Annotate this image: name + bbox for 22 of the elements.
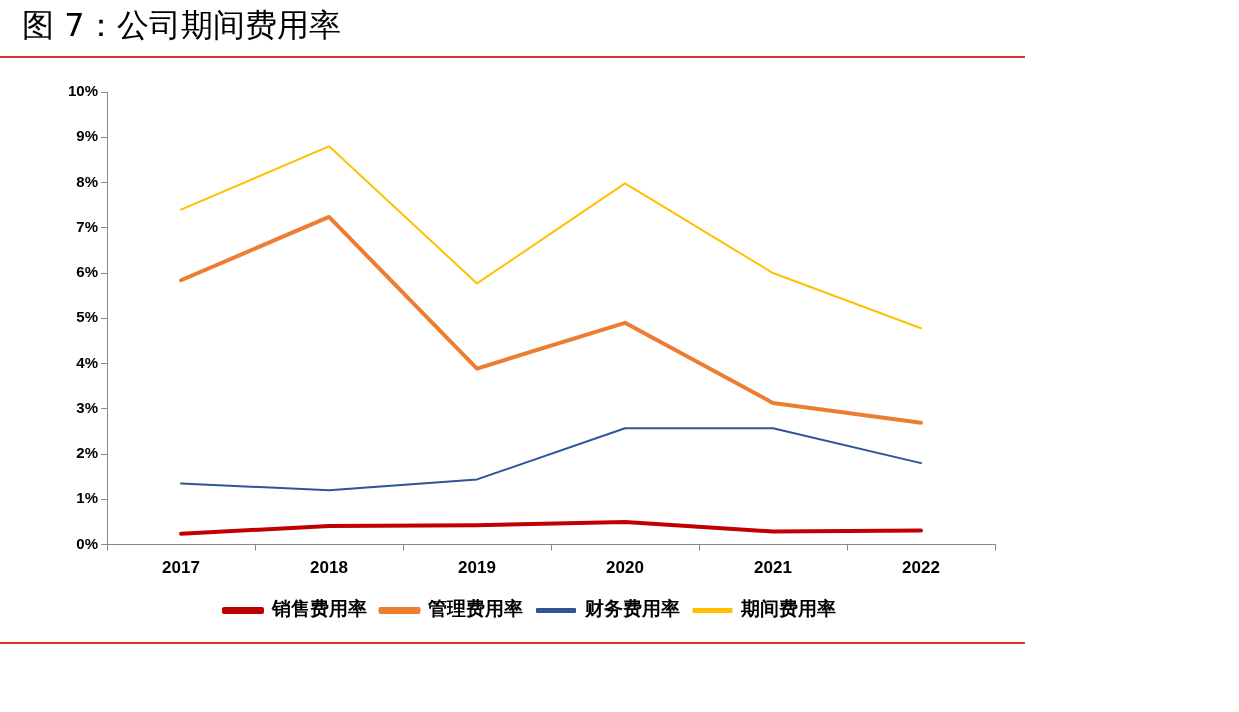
legend-label: 销售费用率 <box>270 597 367 620</box>
x-tick-label: 2018 <box>310 558 348 578</box>
legend-label: 财务费用率 <box>583 597 680 620</box>
x-tick-label: 2021 <box>754 558 792 578</box>
x-tick-label: 2020 <box>606 558 644 578</box>
y-tick-label: 7% <box>76 217 99 235</box>
y-tick-label: 8% <box>76 172 99 190</box>
y-tick-label: 5% <box>76 308 99 326</box>
y-tick-label: 9% <box>76 127 99 145</box>
y-tick-label: 2% <box>76 444 99 462</box>
chart-title: 图 7：公司期间费用率 <box>22 5 341 46</box>
legend-label: 管理费用率 <box>427 597 523 620</box>
x-tick-label: 2017 <box>162 558 200 578</box>
y-tick-label: 4% <box>76 353 99 371</box>
y-tick-label: 1% <box>76 489 99 507</box>
y-tick-label: 3% <box>76 398 99 416</box>
y-tick-label: 10% <box>67 82 99 100</box>
x-tick-label: 2022 <box>902 558 940 578</box>
y-tick-label: 0% <box>76 534 99 552</box>
x-tick-label: 2019 <box>458 558 496 578</box>
legend-label: 期间费用率 <box>740 597 836 620</box>
y-tick-label: 6% <box>76 263 99 281</box>
